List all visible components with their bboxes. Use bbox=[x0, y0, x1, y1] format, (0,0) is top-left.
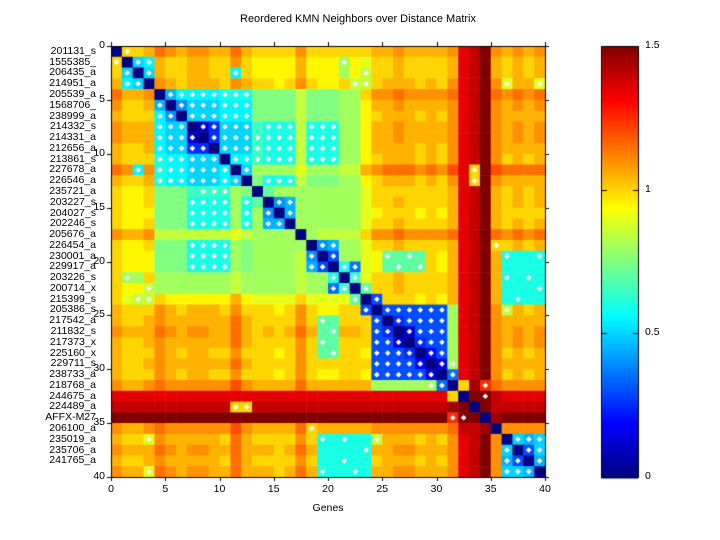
gene-label: 214332_s bbox=[49, 120, 96, 133]
gene-label: 230001_a bbox=[49, 249, 96, 262]
x-tick-label: 40 bbox=[539, 483, 551, 495]
x-tick-label: 0 bbox=[108, 483, 114, 495]
gene-label: 206100_a bbox=[49, 422, 96, 434]
gene-label: 229711_s bbox=[50, 357, 96, 370]
gene-label: 200714_x bbox=[49, 281, 96, 294]
gene-label: 1555385_ bbox=[49, 55, 96, 68]
x-tick-label: 15 bbox=[267, 483, 280, 495]
gene-label: 217373_x bbox=[49, 335, 96, 348]
gene-label: 213861_s bbox=[49, 152, 96, 165]
colorbar-tick-label: 1 bbox=[645, 182, 651, 195]
x-axis-label: Genes bbox=[312, 502, 344, 514]
gene-label: 225160_x bbox=[49, 346, 96, 359]
y-tick-label: 0 bbox=[99, 39, 105, 51]
gene-label: 201131_s bbox=[50, 44, 96, 57]
gene-label: 235721_a bbox=[49, 184, 96, 197]
gene-label: 238733_a bbox=[49, 368, 96, 381]
gene-label: 203227_s bbox=[49, 195, 96, 208]
gene-label: 212656_a bbox=[49, 141, 96, 154]
gene-label: 211832_s bbox=[50, 325, 96, 338]
gene-label: 214951_a bbox=[49, 77, 96, 90]
y-tick-label: 15 bbox=[93, 200, 105, 213]
y-tick-label: 5 bbox=[99, 92, 105, 105]
gene-label: 203226_s bbox=[49, 271, 96, 284]
gene-label: 218768_a bbox=[49, 378, 96, 391]
x-tick-label: 20 bbox=[322, 483, 334, 495]
gene-label: 229917_a bbox=[49, 260, 96, 273]
gene-label: 226454_a bbox=[49, 238, 96, 251]
y-tick-label: 30 bbox=[93, 362, 105, 375]
gene-label: 205386_s bbox=[49, 303, 96, 316]
gene-label: 235019_a bbox=[49, 432, 96, 445]
colorbar-tick-label: 0 bbox=[645, 470, 651, 482]
y-tick-label: 40 bbox=[93, 470, 105, 482]
x-tick-label: 5 bbox=[162, 483, 169, 495]
gene-label: 241765_a bbox=[49, 454, 96, 467]
gene-label: 205539_a bbox=[49, 87, 96, 100]
gene-label: AFFX-M27 bbox=[45, 411, 96, 424]
gene-label: 204027_s bbox=[49, 206, 96, 219]
gene-label: 206435_a bbox=[49, 66, 96, 79]
colorbar-tick-label: 1.5 bbox=[645, 39, 660, 51]
gene-label: 1568706_ bbox=[49, 98, 96, 111]
gene-label: 244675_a bbox=[49, 389, 96, 402]
y-tick-label: 25 bbox=[93, 308, 105, 321]
x-tick-label: 10 bbox=[213, 483, 226, 495]
colorbar-tick-label: 0.5 bbox=[645, 326, 660, 339]
y-tick-label: 20 bbox=[93, 254, 105, 267]
x-tick-label: 35 bbox=[484, 483, 497, 495]
gene-label: 205676_a bbox=[49, 228, 96, 241]
chart-title: Reordered KMN Neighbors over Distance Ma… bbox=[240, 13, 476, 25]
x-tick-label: 25 bbox=[376, 483, 389, 495]
gene-label: 227678_a bbox=[49, 163, 96, 176]
gene-label: 202246_s bbox=[49, 217, 96, 230]
gene-label: 238999_a bbox=[49, 109, 96, 122]
gene-label: 226546_a bbox=[49, 174, 96, 187]
gene-label: 214331_a bbox=[49, 131, 96, 144]
y-tick-label: 10 bbox=[93, 146, 105, 159]
gene-label: 224489_a bbox=[49, 400, 96, 413]
gene-label: 217542_a bbox=[49, 314, 96, 327]
x-tick-label: 30 bbox=[430, 483, 443, 495]
gene-label: 235706_a bbox=[49, 443, 96, 456]
y-tick-label: 35 bbox=[93, 416, 105, 429]
gene-label: 215399_s bbox=[49, 292, 96, 305]
